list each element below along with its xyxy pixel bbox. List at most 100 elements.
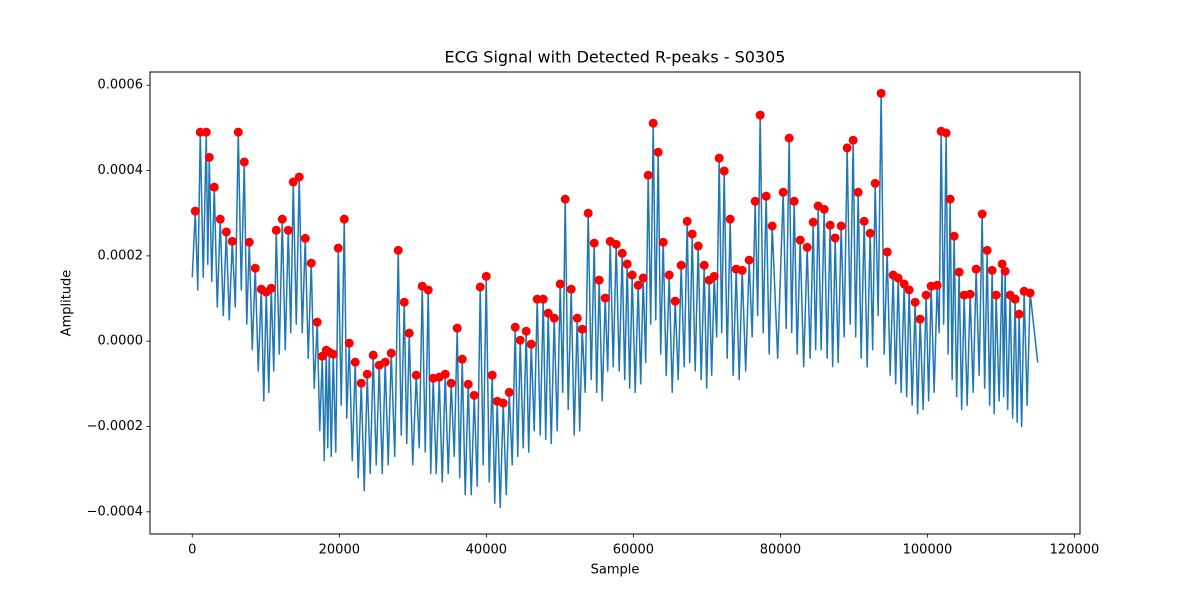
x-tick-label: 100000 [903, 543, 953, 558]
r-peak-marker [744, 255, 754, 265]
x-tick-label: 60000 [613, 543, 654, 558]
r-peak-marker [475, 282, 485, 292]
chart-title: ECG Signal with Detected R-peaks - S0305 [445, 48, 786, 67]
r-peak-marker [440, 369, 450, 379]
y-tick-label: 0.0002 [98, 248, 144, 263]
r-peak-marker [577, 324, 587, 334]
r-peak-marker [288, 177, 298, 187]
r-peak-marker [1010, 294, 1020, 304]
r-peak-marker [737, 265, 747, 275]
r-peak-marker [819, 204, 829, 214]
r-peak-marker [543, 308, 553, 318]
r-peak-marker [622, 259, 632, 269]
r-peak-marker [356, 378, 366, 388]
r-peak-marker [761, 191, 771, 201]
r-peak-marker [848, 135, 858, 145]
r-peak-marker [658, 237, 668, 247]
r-peak-marker [368, 350, 378, 360]
r-peak-marker [825, 220, 835, 230]
r-peak-marker [802, 242, 812, 252]
y-tick-label: −0.0002 [87, 419, 143, 434]
r-peak-marker [201, 127, 211, 137]
x-tick-label: 20000 [319, 543, 360, 558]
r-peak-marker [393, 245, 403, 255]
r-peak-marker [589, 238, 599, 248]
r-peak-marker [221, 227, 231, 237]
r-peak-marker [411, 370, 421, 380]
r-peak-marker [452, 323, 462, 333]
r-peak-marker [510, 322, 520, 332]
x-tick-label: 80000 [760, 543, 801, 558]
r-peak-marker [682, 216, 692, 226]
r-peak-marker [333, 243, 343, 253]
r-peak-marker [250, 263, 260, 273]
r-peak-marker [836, 221, 846, 231]
r-peak-marker [750, 196, 760, 206]
r-peak-marker [949, 231, 959, 241]
r-peak-marker [350, 357, 360, 367]
r-peak-marker [404, 328, 414, 338]
r-peak-marker [670, 296, 680, 306]
r-peak-marker [965, 289, 975, 299]
r-peak-marker [521, 326, 531, 336]
r-peak-marker [945, 194, 955, 204]
r-peak-marker [215, 214, 225, 224]
r-peak-marker [344, 338, 354, 348]
r-peak-marker [830, 233, 840, 243]
r-peak-marker [526, 339, 536, 349]
r-peak-marker [767, 221, 777, 231]
r-peak-marker [954, 267, 964, 277]
r-peak-marker [709, 271, 719, 281]
r-peak-marker [209, 182, 219, 192]
r-peak-marker [653, 147, 663, 157]
r-peak-marker [859, 216, 869, 226]
r-peak-marker [899, 279, 909, 289]
r-peak-marker [312, 317, 322, 327]
r-peak-marker [560, 194, 570, 204]
r-peak-marker [865, 228, 875, 238]
r-peak-marker [617, 248, 627, 258]
r-peak-marker [386, 348, 396, 358]
r-peak-marker [882, 247, 892, 257]
y-tick-label: −0.0004 [87, 504, 143, 519]
r-peak-marker [283, 225, 293, 235]
r-peak-marker [870, 178, 880, 188]
r-peak-marker [572, 313, 582, 323]
r-peak-marker [876, 88, 886, 98]
r-peak-marker [266, 283, 276, 293]
r-peak-marker [977, 209, 987, 219]
r-peak-marker [583, 208, 593, 218]
r-peak-marker [487, 370, 497, 380]
r-peak-marker [1025, 288, 1035, 298]
r-peak-marker [227, 236, 237, 246]
r-peak-marker [910, 297, 920, 307]
r-peak-marker [469, 390, 479, 400]
r-peak-marker [687, 229, 697, 239]
r-peak-marker [362, 369, 372, 379]
r-peak-marker [515, 335, 525, 345]
y-tick-label: 0.0000 [98, 334, 144, 349]
r-peak-marker [808, 217, 818, 227]
r-peak-marker [997, 259, 1007, 269]
r-peak-marker [693, 241, 703, 251]
x-axis-label: Sample [591, 563, 640, 578]
r-peak-marker [1014, 309, 1024, 319]
r-peak-marker [719, 166, 729, 176]
r-peak-marker [842, 143, 852, 153]
r-peak-marker [941, 128, 951, 138]
r-peak-marker [789, 196, 799, 206]
r-peak-marker [538, 294, 548, 304]
r-peak-marker [627, 270, 637, 280]
plot-frame [149, 71, 1081, 535]
r-peak-marker [244, 237, 254, 247]
r-peak-marker [795, 235, 805, 245]
r-peak-marker [504, 387, 514, 397]
plot-area [190, 88, 1039, 509]
r-peak-marker [611, 239, 621, 249]
r-peak-marker [277, 214, 287, 224]
r-peak-marker [446, 378, 456, 388]
r-peak-marker [904, 285, 914, 295]
r-peak-marker [566, 284, 576, 294]
r-peak-marker [300, 233, 310, 243]
